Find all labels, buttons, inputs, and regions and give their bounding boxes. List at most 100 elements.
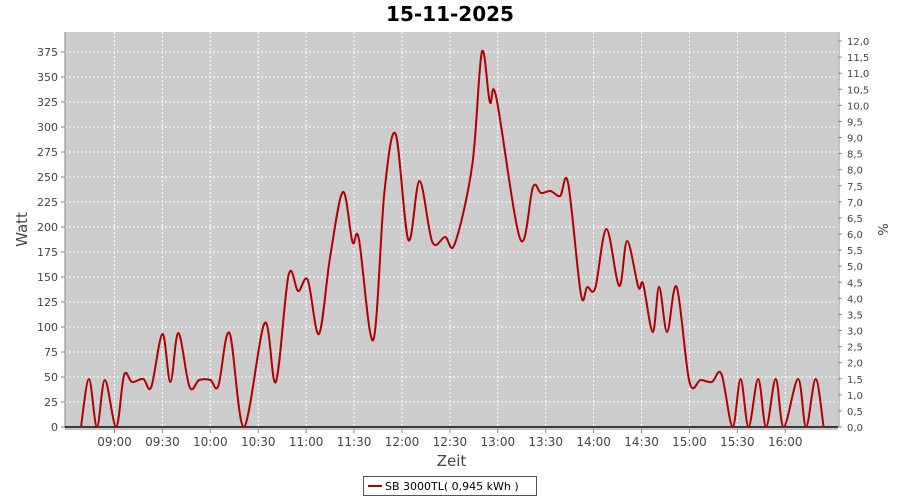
y-right-tick-label: 9,5 xyxy=(847,117,863,128)
data-point xyxy=(495,96,497,98)
data-point xyxy=(419,180,421,182)
data-point xyxy=(652,331,654,333)
data-point xyxy=(700,379,702,381)
data-point xyxy=(177,332,179,334)
plot-area xyxy=(65,32,838,427)
y-right-tick-label: 7,5 xyxy=(847,182,863,193)
y-tick-label: 75 xyxy=(44,346,58,359)
y-tick-label: 300 xyxy=(37,121,58,134)
data-point xyxy=(740,378,742,380)
y-tick-label: 225 xyxy=(37,196,58,209)
data-point xyxy=(288,274,290,276)
y-right-tick-label: 9,0 xyxy=(847,134,863,145)
y-right-axis-label: % xyxy=(877,223,892,235)
series-line xyxy=(79,49,825,429)
data-point xyxy=(243,426,245,428)
data-point xyxy=(123,374,125,376)
data-point xyxy=(115,426,117,428)
data-point xyxy=(431,241,433,243)
data-point xyxy=(748,426,750,428)
x-axis-label: Zeit xyxy=(437,452,467,470)
data-point xyxy=(594,287,596,289)
data-point xyxy=(407,239,409,241)
y-right-tick-label: 7,0 xyxy=(847,198,863,209)
data-point xyxy=(815,378,817,380)
data-point xyxy=(618,285,620,287)
y-right-tick-label: 3,5 xyxy=(847,310,863,321)
y-tick-label: 250 xyxy=(37,171,58,184)
y-right-tick-label: 4,0 xyxy=(847,294,863,305)
data-point xyxy=(329,256,331,258)
data-point xyxy=(161,333,163,335)
y-tick-label: 350 xyxy=(37,71,58,84)
data-point xyxy=(637,286,639,288)
x-tick-label: 15:00 xyxy=(672,435,707,449)
x-tick-label: 12:00 xyxy=(385,435,420,449)
data-point xyxy=(567,182,569,184)
y-tick-label: 125 xyxy=(37,296,58,309)
data-point xyxy=(797,378,799,380)
data-point xyxy=(605,228,607,230)
x-tick-label: 09:00 xyxy=(97,435,132,449)
data-point xyxy=(519,238,521,240)
x-tick-label: 15:30 xyxy=(720,435,755,449)
data-point xyxy=(658,286,660,288)
data-point xyxy=(297,290,299,292)
data-point xyxy=(189,386,191,388)
legend-label: SB 3000TL( 0,945 kWh ) xyxy=(385,479,519,493)
data-point xyxy=(88,378,90,380)
data-point xyxy=(264,322,266,324)
data-point xyxy=(550,190,552,192)
data-point xyxy=(676,286,678,288)
x-tick-label: 12:30 xyxy=(433,435,468,449)
data-point xyxy=(559,195,561,197)
data-point xyxy=(489,101,491,103)
data-point xyxy=(217,385,219,387)
y-right-tick-label: 11,0 xyxy=(847,69,869,80)
data-point xyxy=(383,191,385,193)
x-tick-label: 14:00 xyxy=(576,435,611,449)
y-tick-label: 150 xyxy=(37,271,58,284)
data-point xyxy=(775,378,777,380)
y-tick-label: 25 xyxy=(44,396,58,409)
data-point xyxy=(540,192,542,194)
data-point xyxy=(342,191,344,193)
data-point xyxy=(372,339,374,341)
y-right-tick-label: 6,5 xyxy=(847,214,863,225)
y-right-tick-label: 11,5 xyxy=(847,53,869,64)
data-point xyxy=(586,286,588,288)
y-tick-label: 50 xyxy=(44,371,58,384)
data-point xyxy=(580,293,582,295)
data-point xyxy=(80,426,82,428)
chart-title: 15-11-2025 xyxy=(386,2,514,26)
data-point xyxy=(732,426,734,428)
data-point xyxy=(358,238,360,240)
data-point xyxy=(720,373,722,375)
data-point xyxy=(481,51,483,53)
data-point xyxy=(642,283,644,285)
y-right-tick-label: 1,5 xyxy=(847,375,863,386)
data-point xyxy=(765,426,767,428)
y-right-tick-label: 8,5 xyxy=(847,150,863,161)
x-tick-label: 09:30 xyxy=(145,435,180,449)
data-point xyxy=(395,133,397,135)
data-point xyxy=(229,332,231,334)
x-tick-label: 10:00 xyxy=(193,435,228,449)
x-tick-label: 10:30 xyxy=(241,435,276,449)
data-point xyxy=(169,381,171,383)
data-point xyxy=(711,381,713,383)
data-point xyxy=(96,426,98,428)
y-right-tick-label: 6,0 xyxy=(847,230,863,241)
y-tick-label: 0 xyxy=(51,421,58,434)
y-tick-label: 175 xyxy=(37,246,58,259)
data-point xyxy=(104,379,106,381)
data-point xyxy=(454,243,456,245)
y-right-tick-label: 0,0 xyxy=(847,423,863,434)
data-point xyxy=(823,426,825,428)
y-right-tick-label: 1,0 xyxy=(847,391,863,402)
y-right-tick-label: 10,5 xyxy=(847,85,869,96)
x-tick-label: 16:00 xyxy=(768,435,803,449)
data-point xyxy=(532,186,534,188)
data-point xyxy=(783,426,785,428)
data-point xyxy=(444,236,446,238)
